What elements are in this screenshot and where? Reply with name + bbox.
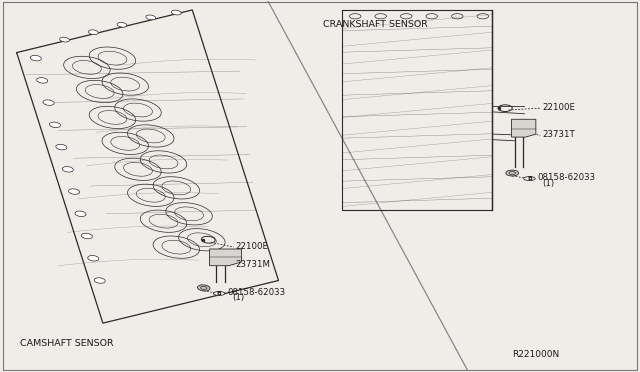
Text: B: B: [217, 291, 221, 296]
Ellipse shape: [30, 55, 42, 61]
Ellipse shape: [94, 278, 105, 283]
Text: 22100E: 22100E: [236, 241, 269, 250]
Ellipse shape: [68, 189, 79, 194]
Text: B: B: [527, 176, 532, 181]
Text: 08158-62033: 08158-62033: [538, 173, 596, 182]
Polygon shape: [209, 249, 241, 266]
Text: (1): (1): [542, 179, 554, 187]
Ellipse shape: [213, 292, 225, 295]
Text: 23731M: 23731M: [236, 260, 271, 269]
Ellipse shape: [506, 170, 518, 176]
Ellipse shape: [88, 256, 99, 261]
Ellipse shape: [60, 37, 70, 42]
Ellipse shape: [88, 30, 98, 35]
Ellipse shape: [117, 22, 127, 27]
Ellipse shape: [56, 144, 67, 150]
Ellipse shape: [524, 177, 535, 180]
Text: CRANKSHAFT SENSOR: CRANKSHAFT SENSOR: [323, 20, 428, 29]
Polygon shape: [511, 119, 536, 137]
Text: 08158-62033: 08158-62033: [227, 288, 285, 297]
Ellipse shape: [198, 285, 210, 291]
Text: 22100E: 22100E: [542, 103, 575, 112]
Ellipse shape: [75, 211, 86, 217]
Text: CAMSHAFT SENSOR: CAMSHAFT SENSOR: [20, 339, 113, 348]
Ellipse shape: [36, 78, 48, 83]
Ellipse shape: [81, 233, 92, 239]
Text: (1): (1): [232, 294, 244, 302]
Text: R221000N: R221000N: [512, 350, 559, 359]
Ellipse shape: [43, 100, 54, 105]
Ellipse shape: [146, 15, 156, 20]
Text: 23731T: 23731T: [542, 130, 575, 140]
Ellipse shape: [49, 122, 61, 128]
Ellipse shape: [62, 167, 74, 172]
Ellipse shape: [172, 10, 181, 15]
